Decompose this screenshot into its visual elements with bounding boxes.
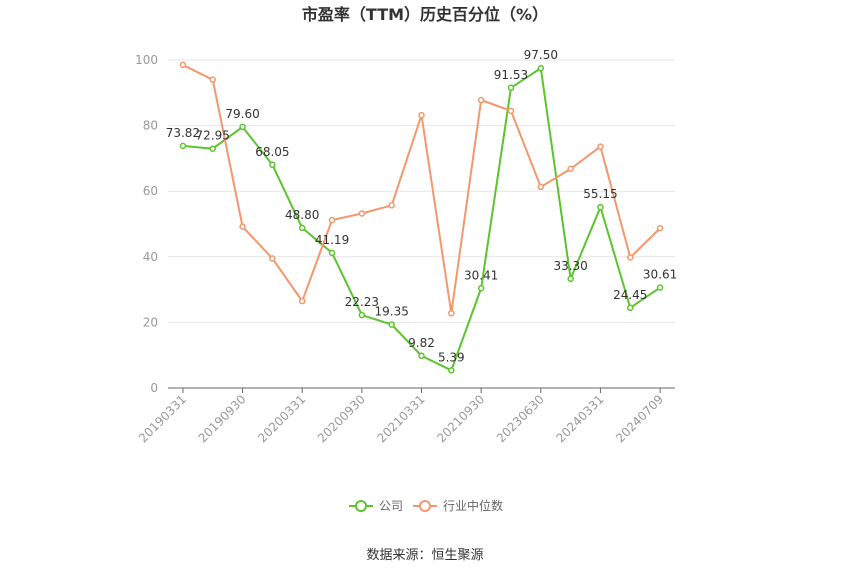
- data-label: 48.80: [285, 208, 319, 222]
- data-point-0: [567, 275, 574, 283]
- data-point-1: [627, 254, 634, 261]
- data-point-1: [239, 223, 246, 230]
- data-point-0: [298, 224, 306, 232]
- data-point-0: [418, 352, 425, 360]
- data-point-0: [179, 142, 187, 150]
- y-tick-label: 0: [150, 381, 158, 395]
- data-point-0: [328, 249, 336, 257]
- y-tick-label: 60: [143, 184, 158, 198]
- y-tick-label: 40: [143, 250, 158, 264]
- x-tick-label: 20200930: [315, 392, 368, 445]
- data-point-1: [656, 225, 664, 232]
- data-point-1: [209, 76, 216, 83]
- data-point-0: [537, 64, 545, 72]
- data-label: 41.19: [315, 233, 349, 247]
- data-point-1: [298, 297, 306, 305]
- legend-label: 行业中位数: [443, 498, 503, 513]
- data-point-1: [388, 202, 395, 209]
- data-point-1: [418, 111, 425, 119]
- data-point-0: [627, 304, 634, 312]
- legend-swatch-marker: [419, 500, 431, 512]
- data-point-1: [358, 210, 366, 217]
- data-point-0: [448, 367, 455, 374]
- data-label: 5.39: [438, 350, 465, 364]
- source-note: 数据来源：恒生聚源: [366, 548, 483, 563]
- grid-lines: [168, 59, 675, 323]
- data-point-1: [269, 255, 276, 262]
- x-tick-label: 20230630: [494, 392, 547, 445]
- y-tick-label: 80: [143, 119, 158, 133]
- data-label: 30.41: [464, 268, 498, 282]
- x-tick-label: 20190930: [196, 392, 249, 445]
- data-label: 19.35: [374, 305, 408, 319]
- x-tick-label: 20200331: [255, 392, 308, 445]
- data-point-1: [448, 309, 455, 317]
- data-point-1: [179, 61, 187, 69]
- data-label: 73.82: [166, 126, 200, 140]
- data-point-1: [597, 143, 604, 150]
- axes: 0 20 40 60 80 100 20190331 20190930 20200331 2020…: [135, 53, 675, 445]
- data-point-0: [269, 161, 276, 169]
- x-tick-label: 20210930: [434, 392, 487, 445]
- data-point-1: [537, 183, 545, 191]
- data-point-0: [477, 285, 485, 292]
- data-label: 33.30: [553, 259, 587, 273]
- data-point-1: [477, 96, 485, 104]
- data-point-0: [507, 84, 515, 92]
- chart-title: 市盈率（TTM）历史百分位（%）: [302, 5, 548, 24]
- data-label: 79.60: [225, 107, 259, 121]
- data-label: 91.53: [494, 68, 528, 82]
- legend: 公司 行业中位数: [349, 498, 503, 513]
- data-label: 22.23: [345, 295, 379, 309]
- legend-label: 公司: [379, 499, 403, 513]
- data-point-1: [567, 165, 574, 173]
- data-point-0: [209, 145, 216, 152]
- data-label: 97.50: [524, 48, 558, 62]
- series-layer: [179, 61, 664, 374]
- y-tick-label: 20: [143, 315, 158, 329]
- data-label: 30.61: [643, 268, 677, 282]
- data-point-0: [239, 123, 246, 131]
- data-point-0: [656, 284, 664, 291]
- data-label: 68.05: [255, 145, 289, 159]
- data-point-1: [328, 216, 336, 224]
- data-label: 72.95: [196, 129, 230, 143]
- data-label: 9.82: [408, 336, 435, 350]
- x-tick-label: 20210331: [375, 392, 428, 445]
- x-tick-label: 20240331: [553, 392, 606, 445]
- data-point-0: [358, 311, 366, 319]
- data-label: 24.45: [613, 288, 647, 302]
- y-tick-label: 100: [135, 53, 158, 67]
- data-point-0: [388, 321, 395, 328]
- x-tick-label: 20240709: [613, 392, 666, 445]
- data-label: 55.15: [583, 187, 617, 201]
- data-point-1: [507, 107, 515, 115]
- x-tick-label: 20190331: [136, 392, 189, 445]
- data-point-0: [597, 203, 604, 211]
- legend-swatch-marker: [355, 500, 367, 512]
